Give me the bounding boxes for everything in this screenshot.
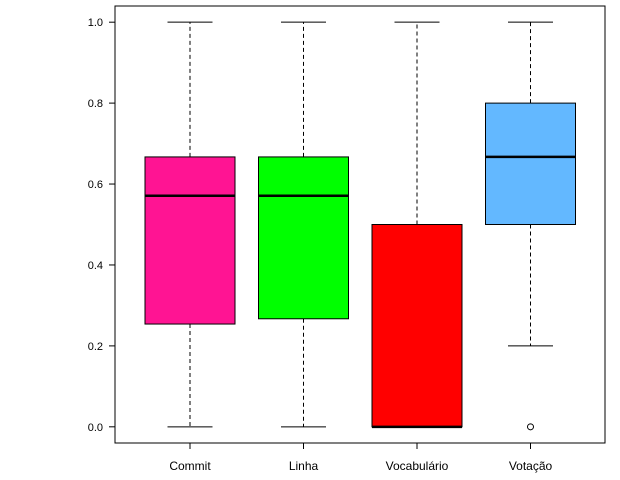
y-tick-label: 0.0 [88, 422, 103, 434]
box-group-votação [485, 21, 576, 431]
box-vocabulário [371, 224, 463, 428]
box-commit [144, 156, 236, 325]
x-tick-label-votação: Votação [509, 459, 553, 473]
axes-layer: Commit Linha Vocabulário Votação 0.0 0.2 0.4 0.… [88, 17, 553, 473]
y-tick-label: 0.2 [88, 341, 103, 353]
box-group-vocabulário [371, 21, 463, 429]
y-tick-label: 1.0 [88, 17, 103, 29]
x-tick-label-commit: Commit [169, 459, 211, 473]
y-tick-label: 0.4 [88, 260, 103, 272]
y-tick-label: 0.8 [88, 98, 103, 110]
box-linha [258, 156, 349, 320]
box-group-commit [144, 21, 236, 428]
x-tick-label-vocabulário: Vocabulário [386, 459, 449, 473]
x-tick-label-linha: Linha [289, 459, 319, 473]
box-votação [485, 102, 576, 225]
box-group-linha [258, 21, 349, 428]
outlier-point [527, 423, 534, 431]
y-tick-label: 0.6 [88, 179, 103, 191]
plot-frame [114, 5, 606, 444]
boxes-layer [144, 21, 576, 431]
